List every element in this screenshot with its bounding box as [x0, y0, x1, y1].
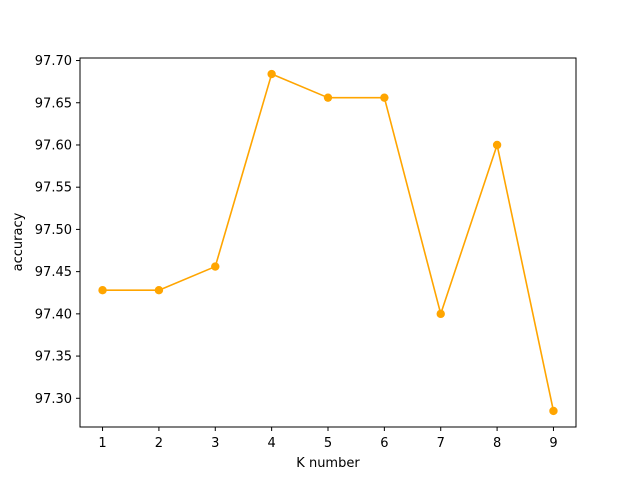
x-tick-label: 4	[267, 436, 275, 451]
data-point	[380, 93, 389, 102]
plot-frame	[79, 57, 577, 428]
data-point	[436, 309, 445, 319]
y-tick-label: 97.60	[35, 138, 72, 153]
y-tick-label: 97.55	[35, 181, 72, 196]
x-axis-label: K number	[296, 456, 360, 471]
x-tick-label: 5	[324, 436, 332, 451]
data-point	[549, 406, 558, 416]
y-tick-label: 97.30	[35, 392, 72, 407]
y-tick-label: 97.40	[35, 307, 72, 322]
x-axis: 1 2 3 4 5 6 7 8 9	[98, 427, 558, 451]
data-point	[211, 262, 220, 271]
data-point	[323, 93, 333, 102]
y-tick-label: 97.50	[35, 223, 72, 238]
y-tick-label: 97.45	[35, 265, 72, 280]
data-point	[492, 140, 502, 150]
series-layer	[98, 69, 558, 416]
x-tick-label: 8	[493, 436, 501, 451]
y-tick-label: 97.35	[35, 350, 72, 365]
y-tick-label: 97.65	[35, 96, 72, 111]
data-point	[98, 286, 107, 295]
plot-area	[79, 57, 577, 428]
data-point	[267, 69, 276, 79]
x-tick-label: 6	[380, 436, 388, 451]
series-line	[102, 73, 555, 412]
x-tick-label: 3	[211, 436, 219, 451]
x-tick-label: 7	[437, 436, 445, 451]
y-axis-label: accuracy	[11, 212, 26, 271]
x-tick-label: 2	[155, 436, 163, 451]
data-point	[154, 286, 164, 295]
x-tick-label: 9	[549, 436, 557, 451]
y-tick-label: 97.70	[35, 54, 72, 69]
y-axis: 97.30 97.35 97.40 97.45 97.50 97.55 97.60 97.65…	[35, 54, 80, 407]
x-tick-label: 1	[98, 436, 106, 451]
